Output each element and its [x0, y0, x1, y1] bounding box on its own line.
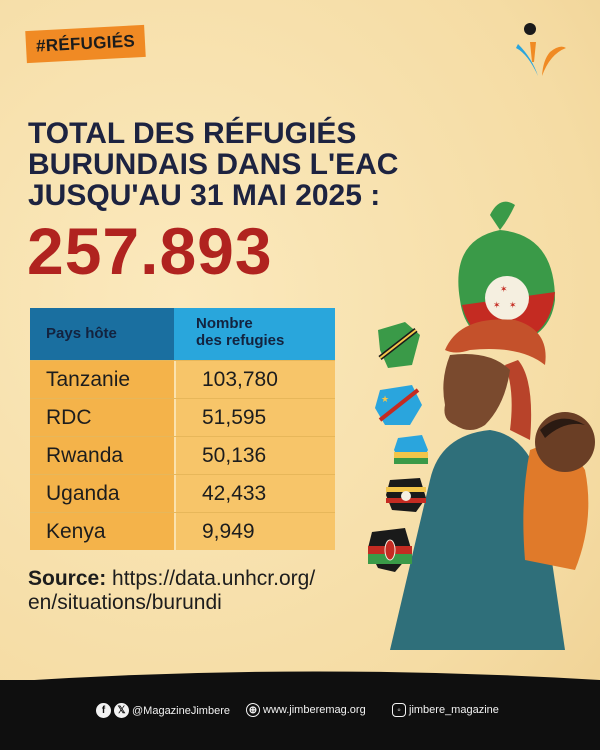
website-text: www.jimberemag.org — [263, 704, 366, 716]
website-link[interactable]: ⊕ www.jimberemag.org — [246, 703, 366, 717]
row-count: 9,949 — [174, 513, 335, 550]
globe-icon: ⊕ — [246, 703, 260, 717]
social-handle-text: @MagazineJimbere — [132, 704, 230, 717]
source-label: Source: — [28, 567, 107, 590]
table-row: Tanzanie 103,780 — [30, 360, 335, 398]
instagram-link[interactable]: ◦ jimbere_magazine — [392, 703, 499, 717]
row-count: 42,433 — [174, 475, 335, 512]
svg-text:✶: ✶ — [493, 301, 501, 311]
instagram-text: jimbere_magazine — [409, 704, 499, 716]
row-country: Kenya — [30, 513, 174, 550]
row-count: 103,780 — [174, 361, 335, 398]
row-count: 50,136 — [174, 437, 335, 474]
x-icon[interactable]: 𝕏 — [114, 703, 129, 718]
source-url-line-2[interactable]: en/situations/burundi — [28, 591, 222, 614]
rwanda-map-icon — [394, 435, 428, 464]
header-count-line-2: des refugies — [196, 332, 285, 349]
table-row: RDC 51,595 — [30, 398, 335, 436]
uganda-map-icon — [386, 478, 426, 512]
source-url-line-1[interactable]: https://data.unhcr.org/ — [112, 567, 316, 590]
row-country: Rwanda — [30, 437, 174, 474]
total-refugees: 257.893 — [27, 214, 273, 288]
title-line-3: JUSQU'AU 31 MAI 2025 : — [28, 179, 381, 212]
page-title: TOTAL DES RÉFUGIÉS BURUNDAIS DANS L'EAC … — [28, 118, 458, 211]
svg-text:✶: ✶ — [509, 301, 517, 311]
social-handle[interactable]: f 𝕏 @MagazineJimbere — [96, 703, 230, 718]
row-count: 51,595 — [174, 399, 335, 436]
row-country: Uganda — [30, 475, 174, 512]
svg-text:✶: ✶ — [500, 285, 508, 295]
header-count-line-1: Nombre — [196, 315, 253, 332]
refugee-table: Pays hôte Nombre des refugies Tanzanie 1… — [30, 308, 335, 550]
title-line-1: TOTAL DES RÉFUGIÉS — [28, 117, 357, 150]
source-note: Source: https://data.unhcr.org/ en/situa… — [28, 567, 388, 615]
table-header: Pays hôte Nombre des refugies — [30, 308, 335, 360]
logo-mark — [516, 23, 566, 76]
table-row: Rwanda 50,136 — [30, 436, 335, 474]
facebook-icon[interactable]: f — [96, 703, 111, 718]
row-country: Tanzanie — [30, 361, 174, 398]
table-row: Kenya 9,949 — [30, 512, 335, 550]
instagram-icon: ◦ — [392, 703, 406, 717]
svg-text:★: ★ — [381, 395, 389, 405]
header-count: Nombre des refugies — [174, 308, 335, 360]
table-row: Uganda 42,433 — [30, 474, 335, 512]
hashtag-badge: #RÉFUGIÉS — [25, 24, 146, 64]
header-country: Pays hôte — [30, 308, 174, 360]
tanzania-map-icon — [378, 322, 420, 368]
title-line-2: BURUNDAIS DANS L'EAC — [28, 148, 399, 181]
kenya-map-icon — [368, 528, 412, 572]
row-country: RDC — [30, 399, 174, 436]
drc-map-icon: ★ — [375, 385, 422, 425]
mother-child-illustration: ✶ ✶ ✶ ★ — [368, 201, 595, 650]
